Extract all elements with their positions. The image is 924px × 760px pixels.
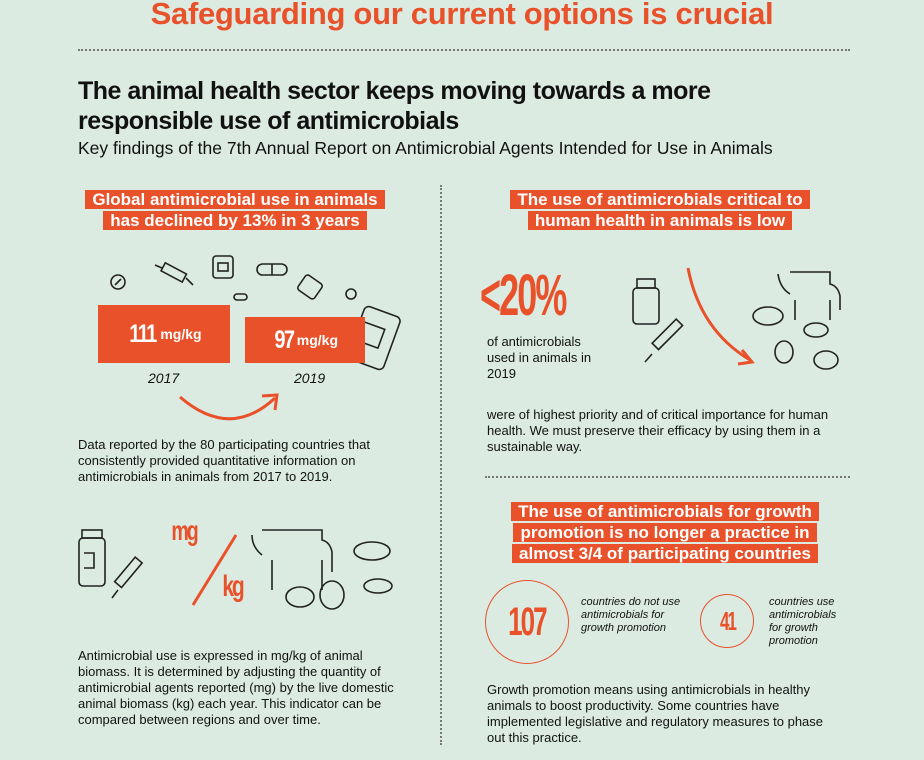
unit-bottom: kg (222, 570, 244, 603)
subtitle: Key findings of the 7th Annual Report on… (78, 138, 773, 158)
stat-value: <20% (480, 263, 567, 328)
stat-caption: of antimicrobials used in animals in 201… (487, 334, 592, 381)
heading-line: responsible use of antimicrobials (78, 107, 459, 135)
divider (485, 476, 850, 478)
banner-line: The use of antimicrobials critical to (510, 190, 810, 209)
banner-global-use: Global antimicrobial use in animals has d… (60, 189, 410, 231)
bar-unit: mg/kg (296, 332, 339, 348)
page-title: Safeguarding our current options is cruc… (150, 0, 774, 31)
column-divider (440, 185, 442, 745)
divider (78, 49, 850, 51)
circle-caption: countries do not use antimicrobials for … (581, 596, 681, 634)
paragraph: Data reported by the 80 participating co… (78, 437, 370, 484)
banner-line: The use of antimicrobials for growth (511, 502, 819, 521)
banner-line: promotion is no longer a practice in (513, 523, 817, 542)
banner-growth-promotion: The use of antimicrobials for growth prom… (480, 501, 850, 564)
paragraph: Growth promotion means using antimicrobi… (487, 682, 824, 745)
circle-41: 41 (700, 594, 754, 648)
unit-top: mg (171, 515, 198, 546)
main-heading: The animal health sector keeps moving to… (78, 76, 778, 136)
heading-line: The animal health sector keeps moving to… (78, 77, 711, 105)
bar-value: 97 (274, 325, 295, 354)
bar-2017: 111 mg/kg (98, 305, 230, 363)
circle-107: 107 (485, 580, 569, 664)
banner-line: has declined by 13% in 3 years (103, 211, 367, 230)
critical-illustration (632, 267, 841, 370)
banner-line: almost 3/4 of participating countries (512, 544, 818, 563)
bar-2019: 97 mg/kg (245, 317, 365, 363)
circle-caption: countries use antimicrobials for growth … (769, 596, 837, 647)
medicine-icons (110, 255, 401, 421)
banner-critical-use: The use of antimicrobials critical to hum… (485, 189, 835, 231)
bar-unit: mg/kg (160, 326, 202, 342)
bar-value: 111 (129, 319, 158, 348)
circle-value: 41 (719, 605, 737, 636)
circle-value: 107 (508, 599, 547, 644)
year-label: 2017 (148, 370, 180, 386)
unit-illustration (78, 529, 393, 610)
paragraph: Antimicrobial use is expressed in mg/kg … (78, 648, 394, 727)
paragraph: were of highest priority and of critical… (487, 407, 829, 454)
banner-line: human health in animals is low (527, 211, 793, 230)
year-label: 2019 (294, 370, 326, 386)
banner-line: Global antimicrobial use in animals (85, 190, 385, 209)
